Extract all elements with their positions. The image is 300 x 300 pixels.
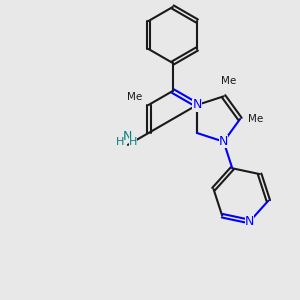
Text: Me: Me — [248, 114, 264, 124]
Text: Me: Me — [127, 92, 142, 102]
Text: N: N — [192, 98, 202, 112]
Text: N: N — [245, 215, 254, 228]
Text: N: N — [123, 130, 133, 143]
Text: Me: Me — [221, 76, 236, 86]
Text: N: N — [219, 135, 228, 148]
Text: H: H — [129, 137, 137, 147]
Text: H: H — [116, 137, 124, 147]
